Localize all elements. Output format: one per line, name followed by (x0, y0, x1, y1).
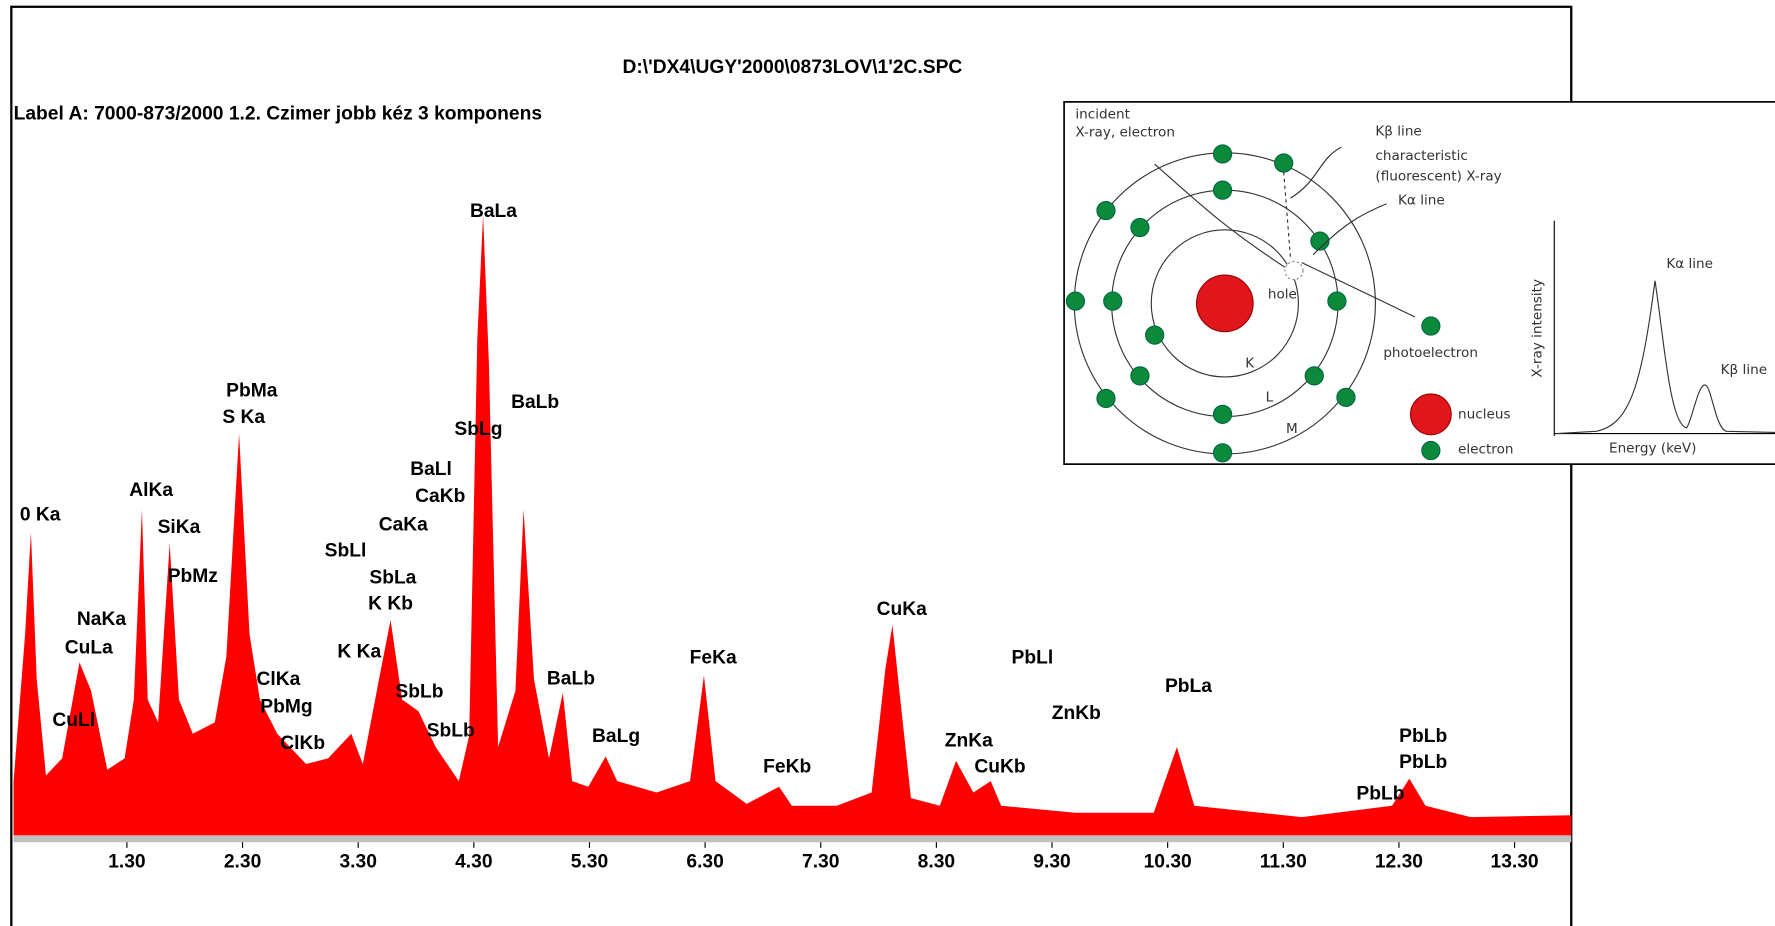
electrons (1065, 144, 1441, 463)
peak-label: ZnKa (945, 730, 993, 751)
peak-label: S Ka (222, 407, 265, 428)
x-tick-label: 2.30 (224, 852, 261, 873)
x-tick-label: 10.30 (1144, 852, 1192, 873)
peak-label: 0 Ka (20, 504, 61, 525)
peak-label: PbLb (1399, 752, 1447, 773)
peak-label: ZnKb (1052, 703, 1101, 724)
x-axis-bar (13, 835, 1572, 843)
x-tick-label: 7.30 (802, 852, 839, 873)
nucleus-legend (1409, 393, 1452, 436)
inset-spectrum (1556, 280, 1775, 435)
shell-label: M (1286, 421, 1298, 437)
peak-label: BaLb (547, 668, 595, 689)
peak-label: K Kb (368, 593, 413, 614)
x-tick-label: 3.30 (339, 852, 376, 873)
x-tick-label: 9.30 (1033, 852, 1070, 873)
x-tick-label: 6.30 (686, 852, 723, 873)
peak-label: SbLa (369, 567, 416, 588)
shell-label: K (1245, 355, 1255, 371)
peak-label: PbMa (226, 380, 278, 401)
transition-arrow (1283, 172, 1292, 259)
shell-label: L (1266, 389, 1274, 405)
inset-label: (fluorescent) X-ray (1375, 169, 1501, 185)
chart-title: D:\'DX4\UGY'2000\0873LOV\1'2C.SPC (623, 57, 963, 78)
inset-label: hole (1268, 286, 1297, 302)
chart-subtitle: Label A: 7000-873/2000 1.2. Czimer jobb … (14, 103, 542, 124)
peak-label: SbLg (454, 419, 502, 440)
hole (1284, 260, 1304, 281)
inset-label: Kα line (1398, 192, 1445, 208)
kbeta-arrow (1290, 146, 1342, 199)
inset-label: photoelectron (1383, 345, 1478, 361)
peak-label: SbLb (427, 720, 475, 741)
inset-axes (1553, 220, 1775, 436)
peak-label: FeKa (690, 648, 737, 669)
peak-label: PbLb (1356, 783, 1404, 804)
peak-label: PbLl (1012, 648, 1054, 669)
x-tick-label: 1.30 (108, 852, 145, 873)
kalpha-arrow (1312, 203, 1387, 256)
inset-label: nucleus (1458, 406, 1510, 422)
peak-label: BaLb (511, 392, 559, 413)
peak-label: CuKa (877, 599, 928, 620)
inset-label: characteristic (1375, 148, 1467, 164)
x-tick-label: 13.30 (1491, 852, 1539, 873)
nucleus (1195, 274, 1254, 333)
peak-label: SiKa (158, 517, 201, 538)
peak-label: ClKa (256, 669, 300, 690)
peak-label: PbLa (1165, 676, 1212, 697)
inset-label: X-ray, electron (1075, 124, 1175, 140)
inset-diagram: incident X-ray, electron Kβ line charact… (1063, 101, 1775, 465)
peak-label: ClKb (280, 733, 325, 754)
inset-axis-label: Energy (keV) (1609, 440, 1696, 456)
inset-axis-label: X-ray intensity (1529, 279, 1545, 378)
inset-label: Kβ line (1375, 123, 1421, 139)
inset-label: Kα line (1666, 256, 1713, 272)
peak-label: CuKb (974, 756, 1025, 777)
peak-label: BaLg (592, 726, 640, 747)
x-tick-label: 4.30 (455, 852, 492, 873)
photoelectron-arrow (1301, 262, 1416, 318)
peak-label: CuLa (65, 638, 113, 659)
incident-arrow (1154, 163, 1286, 268)
peak-label: PbMz (168, 566, 218, 587)
peak-label: BaLa (470, 201, 517, 222)
x-tick-label: 8.30 (918, 852, 955, 873)
peak-label: AlKa (129, 480, 173, 501)
shell (1150, 229, 1299, 378)
peak-label: PbLb (1399, 726, 1447, 747)
peak-label: CaKb (415, 486, 465, 507)
peak-label: CuLl (52, 710, 95, 731)
x-tick-label: 5.30 (571, 852, 608, 873)
inset-label: incident (1075, 106, 1130, 122)
inset-label: electron (1458, 441, 1513, 457)
peak-label: K Ka (337, 641, 381, 662)
peak-label: BaLl (410, 459, 452, 480)
peak-label: PbMg (260, 696, 312, 717)
x-tick-label: 11.30 (1260, 852, 1307, 873)
peak-label: NaKa (77, 609, 126, 630)
inset-label: Kβ line (1721, 362, 1767, 378)
spectrum-area (13, 215, 1572, 836)
x-tick-label: 12.30 (1375, 852, 1423, 873)
peak-label: SbLb (395, 682, 443, 703)
peak-label: SbLl (325, 540, 367, 561)
peak-label: FeKb (763, 756, 811, 777)
peak-label: CaKa (379, 514, 428, 535)
